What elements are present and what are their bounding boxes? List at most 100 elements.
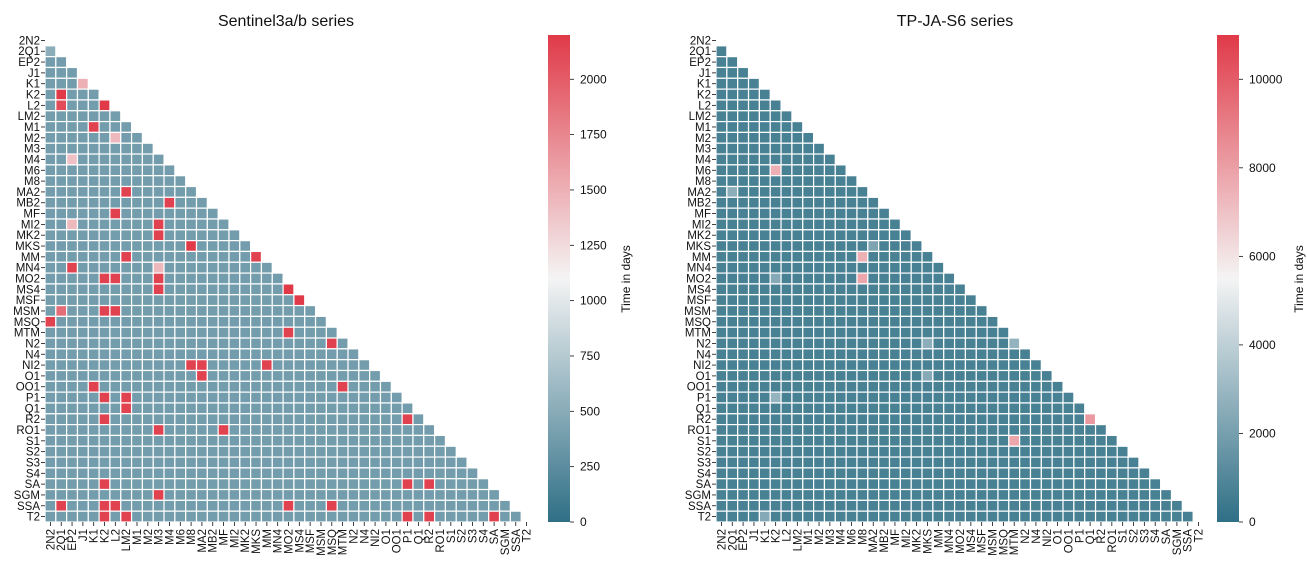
- heatmap-cell: [174, 272, 187, 285]
- heatmap-cell: [76, 456, 89, 469]
- x-tick-label: M6: [847, 529, 859, 545]
- y-tick-label: 2N2: [690, 35, 711, 47]
- heatmap-cell: [1149, 499, 1162, 512]
- heatmap-cell: [369, 478, 382, 491]
- heatmap-cell: [737, 326, 750, 339]
- y-tick-label: MSQ: [14, 317, 40, 329]
- heatmap-cell: [412, 499, 425, 512]
- heatmap-cell: [769, 175, 782, 188]
- heatmap-cell: [185, 185, 198, 198]
- heatmap-cell: [867, 380, 880, 393]
- heatmap-cell: [726, 240, 739, 253]
- heatmap-cell: [726, 164, 739, 177]
- heatmap-cell: [1062, 478, 1075, 491]
- heatmap-cell: [293, 369, 306, 382]
- heatmap-cell: [109, 510, 122, 523]
- heatmap-cell: [325, 478, 338, 491]
- heatmap-cell: [185, 456, 198, 469]
- heatmap-cell: [910, 424, 923, 437]
- heatmap-cell: [1008, 424, 1021, 437]
- heatmap-cell: [834, 369, 847, 382]
- heatmap-cell: [55, 499, 68, 512]
- heatmap-cell: [997, 456, 1010, 469]
- heatmap-cell: [304, 359, 317, 372]
- heatmap-cell: [726, 304, 739, 317]
- heatmap-cell: [758, 445, 771, 458]
- heatmap-cell: [1029, 380, 1042, 393]
- heatmap-cell: [1073, 467, 1086, 480]
- heatmap-cell: [780, 196, 793, 209]
- heatmap-cell: [282, 315, 295, 328]
- y-tick-label: MB2: [16, 198, 40, 210]
- heatmap-cell: [185, 229, 198, 242]
- heatmap-cell: [747, 413, 760, 426]
- heatmap-cell: [726, 56, 739, 69]
- heatmap-cell: [1170, 499, 1183, 512]
- heatmap-cell: [1019, 424, 1032, 437]
- y-tick-label: NI2: [693, 360, 711, 372]
- heatmap-cell: [802, 294, 815, 307]
- y-tick-label: M4: [24, 154, 41, 166]
- heatmap-cell: [1084, 499, 1097, 512]
- heatmap-cell: [737, 142, 750, 155]
- y-tick-label: M2: [24, 133, 40, 145]
- heatmap-cell: [715, 88, 728, 101]
- heatmap-cell: [899, 456, 912, 469]
- y-tick-label: T2: [27, 512, 40, 524]
- heatmap-cell: [834, 196, 847, 209]
- heatmap-cell: [369, 467, 382, 480]
- heatmap-cell: [780, 456, 793, 469]
- heatmap-cell: [867, 240, 880, 253]
- heatmap-cell: [791, 131, 804, 144]
- heatmap-cell: [66, 142, 79, 155]
- heatmap-cell: [823, 272, 836, 285]
- heatmap-cell: [206, 240, 219, 253]
- heatmap-cell: [780, 283, 793, 296]
- y-tick-label: MSM: [684, 306, 711, 318]
- heatmap-cell: [791, 499, 804, 512]
- x-tick-label: SA: [1161, 529, 1173, 545]
- heatmap-cell: [293, 359, 306, 372]
- heatmap-cell: [152, 185, 165, 198]
- heatmap-cell: [715, 283, 728, 296]
- heatmap-cell: [76, 218, 89, 231]
- heatmap-cell: [1073, 499, 1086, 512]
- heatmap-cell: [358, 510, 371, 523]
- x-tick-label: N2: [1020, 529, 1032, 544]
- heatmap-cell: [845, 229, 858, 242]
- heatmap-cell: [206, 510, 219, 523]
- heatmap-cell: [780, 240, 793, 253]
- heatmap-cell: [812, 478, 826, 491]
- heatmap-cell: [1019, 402, 1032, 415]
- heatmap-cell: [336, 402, 349, 415]
- heatmap-cell: [217, 391, 230, 404]
- x-tick-label: Q1: [1085, 529, 1097, 544]
- heatmap-cell: [964, 499, 977, 512]
- heatmap-cell: [141, 175, 154, 188]
- heatmap-cell: [239, 261, 252, 274]
- heatmap-cell: [715, 131, 728, 144]
- heatmap-cell: [823, 488, 836, 501]
- heatmap-cell: [1029, 499, 1042, 512]
- x-tick-label: S1: [1118, 529, 1130, 543]
- heatmap-cell: [347, 510, 360, 523]
- heatmap-cell: [932, 434, 945, 447]
- heatmap-cell: [141, 337, 154, 350]
- heatmap-cell: [1040, 456, 1053, 469]
- heatmap-cell: [932, 445, 945, 458]
- heatmap-cell: [195, 424, 208, 437]
- heatmap-cell: [304, 369, 317, 382]
- heatmap-cell: [769, 283, 782, 296]
- heatmap-cell: [434, 456, 447, 469]
- heatmap-cell: [845, 250, 858, 263]
- heatmap-cell: [66, 207, 79, 220]
- heatmap-cell: [769, 164, 782, 177]
- heatmap-cell: [423, 467, 436, 480]
- heatmap-cell: [878, 510, 891, 523]
- heatmap-cell: [109, 315, 122, 328]
- heatmap-cell: [195, 250, 208, 263]
- heatmap-cell: [44, 218, 57, 231]
- y-tick-label: M8: [695, 176, 711, 188]
- heatmap-cell: [271, 380, 284, 393]
- heatmap-cell: [997, 424, 1010, 437]
